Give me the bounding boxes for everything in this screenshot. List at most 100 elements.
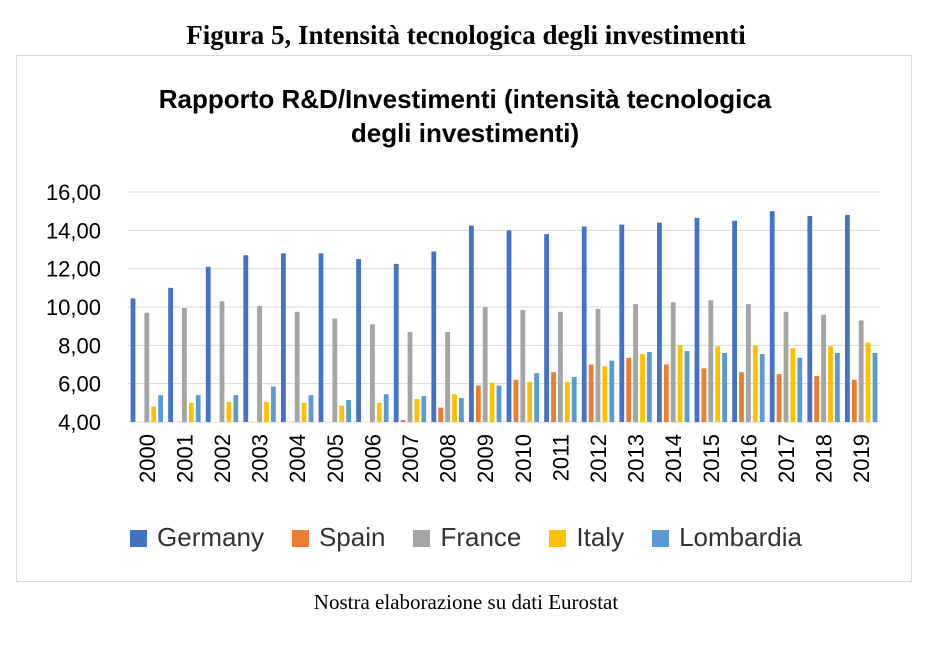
x-tick-label: 2016 bbox=[736, 434, 761, 483]
y-tick-label: 12,00 bbox=[46, 257, 101, 282]
bar-germany-2015 bbox=[694, 217, 700, 422]
bar-italy-2010 bbox=[527, 381, 533, 422]
bar-italy-2017 bbox=[790, 348, 796, 422]
bar-italy-2006 bbox=[376, 402, 382, 422]
bar-france-2013 bbox=[633, 304, 638, 422]
bar-france-2015 bbox=[708, 300, 714, 422]
bar-france-2006 bbox=[370, 324, 375, 422]
bars bbox=[130, 211, 878, 422]
bar-italy-2009 bbox=[489, 382, 495, 422]
x-tick-label: 2011 bbox=[548, 434, 573, 481]
bar-italy-2013 bbox=[640, 353, 645, 422]
x-tick-label: 2019 bbox=[849, 434, 874, 483]
bar-france-2011 bbox=[558, 311, 563, 422]
bar-lombardia-2019 bbox=[872, 353, 878, 422]
x-axis-ticks: 2000 2001 2002 2003 2004 2005 2006 2007 2008 2009… bbox=[135, 434, 874, 483]
bar-france-2017 bbox=[783, 311, 789, 422]
bar-germany-2003 bbox=[243, 255, 249, 422]
y-tick-label: 16,00 bbox=[46, 180, 101, 205]
bar-france-2001 bbox=[182, 307, 187, 422]
bar-lombardia-2008 bbox=[459, 398, 464, 422]
bar-italy-2004 bbox=[301, 402, 307, 422]
bar-germany-2002 bbox=[205, 266, 211, 422]
bar-lombardia-2018 bbox=[835, 353, 840, 422]
bar-italy-2007 bbox=[414, 399, 420, 422]
x-tick-label: 2008 bbox=[436, 434, 461, 483]
legend-item-italy: Italy bbox=[549, 522, 624, 553]
bar-lombardia-2002 bbox=[233, 395, 239, 422]
bar-spain-2015 bbox=[701, 368, 707, 422]
bar-spain-2014 bbox=[663, 364, 669, 422]
bar-spain-2010 bbox=[513, 379, 519, 422]
bar-lombardia-2016 bbox=[759, 353, 765, 422]
bar-germany-2016 bbox=[732, 220, 737, 422]
x-tick-label: 2009 bbox=[473, 434, 498, 483]
bar-lombardia-2001 bbox=[195, 395, 201, 422]
bar-italy-2000 bbox=[151, 406, 157, 422]
bar-lombardia-2015 bbox=[722, 353, 727, 422]
bar-germany-2011 bbox=[544, 234, 549, 422]
bar-germany-2006 bbox=[356, 259, 361, 422]
bar-germany-2009 bbox=[469, 225, 474, 422]
x-tick-label: 2006 bbox=[360, 434, 385, 483]
bar-lombardia-2013 bbox=[647, 352, 652, 422]
bar-spain-2013 bbox=[626, 357, 632, 422]
bar-lombardia-2007 bbox=[421, 396, 427, 422]
bar-germany-2008 bbox=[431, 251, 437, 422]
bar-lombardia-2012 bbox=[609, 360, 615, 422]
bar-france-2008 bbox=[445, 331, 450, 422]
bar-germany-2000 bbox=[130, 298, 136, 422]
bar-france-2014 bbox=[670, 302, 676, 422]
legend: Germany Spain France Italy Lombardia bbox=[0, 522, 932, 553]
y-tick-label: 6,00 bbox=[58, 372, 101, 397]
bar-italy-2001 bbox=[188, 402, 194, 422]
bar-spain-2019 bbox=[851, 379, 857, 422]
legend-item-spain: Spain bbox=[291, 522, 386, 553]
bar-lombardia-2014 bbox=[684, 351, 690, 422]
bar-france-2005 bbox=[332, 318, 338, 422]
bar-lombardia-2017 bbox=[797, 357, 803, 422]
bar-france-2002 bbox=[219, 301, 225, 422]
y-tick-label: 8,00 bbox=[58, 333, 101, 358]
bar-germany-2007 bbox=[393, 263, 399, 422]
legend-label: Lombardia bbox=[679, 522, 802, 552]
bar-italy-2012 bbox=[602, 366, 608, 422]
x-tick-label: 2015 bbox=[699, 434, 724, 483]
legend-swatch bbox=[130, 530, 148, 547]
bar-france-2007 bbox=[407, 331, 413, 422]
bar-lombardia-2010 bbox=[534, 373, 539, 422]
x-tick-label: 2003 bbox=[248, 434, 273, 483]
bar-spain-2011 bbox=[551, 372, 556, 422]
legend-label: Spain bbox=[318, 522, 386, 552]
bar-france-2003 bbox=[257, 306, 262, 422]
bar-france-2009 bbox=[482, 307, 488, 422]
bar-spain-2009 bbox=[475, 385, 481, 422]
bar-italy-2018 bbox=[828, 346, 833, 422]
bar-germany-2013 bbox=[619, 224, 625, 422]
bar-germany-2010 bbox=[506, 230, 512, 422]
bar-france-2000 bbox=[144, 312, 150, 422]
x-tick-label: 2018 bbox=[812, 434, 837, 483]
bar-france-2012 bbox=[595, 308, 601, 422]
bar-spain-2008 bbox=[438, 407, 444, 422]
bar-germany-2005 bbox=[318, 253, 324, 422]
legend-swatch bbox=[413, 530, 431, 547]
bar-france-2010 bbox=[520, 309, 526, 422]
x-tick-label: 2000 bbox=[135, 434, 160, 483]
gridlines bbox=[128, 191, 880, 423]
bar-lombardia-2003 bbox=[271, 386, 276, 422]
legend-swatch bbox=[549, 530, 567, 547]
x-tick-label: 2010 bbox=[511, 434, 536, 483]
y-tick-label: 14,00 bbox=[46, 218, 101, 243]
bar-germany-2001 bbox=[168, 287, 173, 422]
bar-spain-2018 bbox=[814, 376, 820, 422]
bar-italy-2008 bbox=[452, 394, 457, 422]
bar-lombardia-2005 bbox=[346, 399, 351, 422]
legend-label: Italy bbox=[576, 522, 625, 552]
legend-label: France bbox=[440, 522, 522, 552]
chart-frame bbox=[16, 55, 912, 582]
bar-italy-2005 bbox=[339, 405, 345, 422]
bar-spain-2007 bbox=[400, 420, 406, 422]
bar-germany-2012 bbox=[581, 226, 587, 422]
bar-lombardia-2004 bbox=[308, 395, 314, 422]
